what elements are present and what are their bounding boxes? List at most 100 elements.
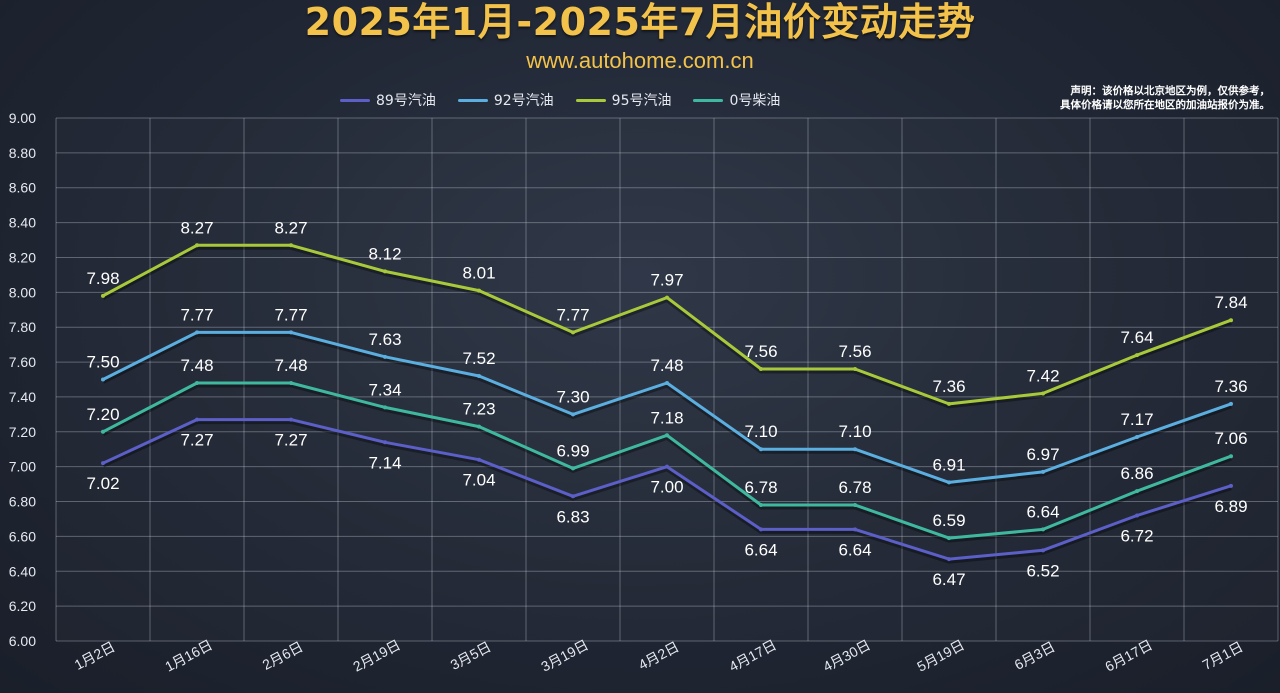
data-point[interactable]: [571, 330, 575, 335]
y-tick-label: 7.60: [9, 354, 36, 370]
data-point[interactable]: [759, 503, 763, 508]
chart-title: 2025年1月-2025年7月油价变动走势: [304, 0, 976, 44]
data-point[interactable]: [1229, 483, 1233, 488]
data-point[interactable]: [571, 494, 575, 499]
data-point[interactable]: [947, 557, 951, 562]
data-point[interactable]: [947, 401, 951, 406]
data-point[interactable]: [289, 380, 293, 385]
data-point[interactable]: [289, 330, 293, 335]
disclaimer: 声明：该价格以北京地区为例，仅供参考， 具体价格请以您所在地区的加油站报价为准。: [1020, 84, 1270, 112]
data-label: 7.42: [1026, 366, 1059, 385]
data-point[interactable]: [759, 447, 763, 452]
data-label: 7.36: [1214, 377, 1247, 396]
disclaimer-line-2: 具体价格请以您所在地区的加油站报价为准。: [1060, 99, 1270, 111]
data-point[interactable]: [947, 480, 951, 485]
data-point[interactable]: [383, 440, 387, 445]
data-label: 6.64: [838, 540, 871, 559]
data-label: 6.91: [932, 455, 965, 474]
data-point[interactable]: [383, 269, 387, 274]
y-tick-label: 9.00: [9, 110, 36, 126]
data-label: 7.30: [556, 387, 589, 406]
data-label: 6.52: [1026, 561, 1059, 580]
data-point[interactable]: [195, 417, 199, 422]
x-tick-label: 1月2日: [72, 638, 118, 673]
y-tick-label: 8.40: [9, 215, 36, 231]
legend-item-95[interactable]: 95号汽油: [575, 90, 671, 110]
data-point[interactable]: [759, 367, 763, 372]
data-point[interactable]: [947, 536, 951, 541]
data-label: 7.48: [180, 356, 213, 375]
data-label: 7.48: [650, 356, 683, 375]
data-label: 6.64: [1026, 502, 1059, 521]
x-tick-label: 3月5日: [448, 638, 494, 673]
data-point[interactable]: [853, 367, 857, 372]
data-point[interactable]: [1041, 391, 1045, 396]
disclaimer-line-1: 声明：该价格以北京地区为例，仅供参考，: [1070, 85, 1271, 97]
legend-label-diesel: 0号柴油: [729, 93, 781, 109]
data-point[interactable]: [1135, 489, 1139, 494]
data-label: 8.01: [462, 264, 495, 283]
legend-item-89[interactable]: 89号汽油: [340, 90, 436, 110]
data-point[interactable]: [195, 380, 199, 385]
data-point[interactable]: [289, 417, 293, 422]
source-url[interactable]: www.autohome.com.cn: [526, 48, 754, 73]
legend-label-89: 89号汽油: [376, 93, 436, 109]
data-point[interactable]: [853, 447, 857, 452]
data-point[interactable]: [101, 293, 105, 298]
data-point[interactable]: [1135, 435, 1139, 440]
data-point[interactable]: [665, 464, 669, 469]
data-point[interactable]: [571, 466, 575, 471]
data-point[interactable]: [1041, 548, 1045, 553]
y-tick-label: 6.20: [9, 598, 36, 614]
y-tick-label: 6.00: [9, 633, 36, 649]
data-point[interactable]: [289, 243, 293, 248]
data-label: 6.59: [932, 511, 965, 530]
data-point[interactable]: [665, 380, 669, 385]
data-label: 7.64: [1120, 328, 1153, 347]
data-point[interactable]: [477, 374, 481, 379]
data-label: 7.50: [86, 353, 119, 372]
data-point[interactable]: [101, 377, 105, 382]
data-point[interactable]: [477, 288, 481, 293]
legend-swatch-92: [457, 98, 488, 102]
data-point[interactable]: [383, 354, 387, 359]
data-point[interactable]: [1041, 469, 1045, 474]
data-point[interactable]: [1229, 318, 1233, 323]
x-tick-label: 4月30日: [820, 636, 873, 674]
legend-swatch-89: [340, 98, 370, 102]
legend-item-diesel[interactable]: 0号柴油: [693, 90, 780, 110]
data-point[interactable]: [853, 527, 857, 532]
data-point[interactable]: [1041, 527, 1045, 532]
x-tick-label: 6月3日: [1012, 638, 1058, 673]
data-label: 7.52: [462, 349, 495, 368]
data-point[interactable]: [665, 433, 669, 438]
data-point[interactable]: [853, 503, 857, 508]
data-point[interactable]: [195, 243, 199, 248]
data-point[interactable]: [571, 412, 575, 417]
data-label: 8.12: [368, 244, 401, 263]
legend-item-92[interactable]: 92号汽油: [457, 90, 554, 110]
data-label: 7.10: [838, 422, 871, 441]
data-label: 7.06: [1214, 429, 1247, 448]
data-point[interactable]: [1135, 353, 1139, 358]
data-point[interactable]: [1229, 401, 1233, 406]
data-point[interactable]: [195, 330, 199, 335]
data-label: 7.77: [180, 305, 213, 324]
data-point[interactable]: [477, 424, 481, 429]
data-label: 6.86: [1120, 464, 1153, 483]
y-tick-label: 8.00: [9, 284, 36, 300]
data-label: 7.23: [462, 400, 495, 419]
data-point[interactable]: [383, 405, 387, 410]
data-point[interactable]: [759, 527, 763, 532]
x-tick-label: 5月19日: [914, 636, 967, 674]
data-point[interactable]: [101, 461, 105, 466]
data-point[interactable]: [477, 457, 481, 462]
y-tick-label: 6.60: [9, 528, 36, 544]
data-point[interactable]: [1135, 513, 1139, 518]
x-tick-label: 1月16日: [162, 636, 215, 674]
data-point[interactable]: [1229, 454, 1233, 459]
data-label: 6.97: [1026, 445, 1059, 464]
data-point[interactable]: [665, 295, 669, 300]
data-point[interactable]: [101, 429, 105, 434]
data-label: 6.78: [838, 478, 871, 497]
